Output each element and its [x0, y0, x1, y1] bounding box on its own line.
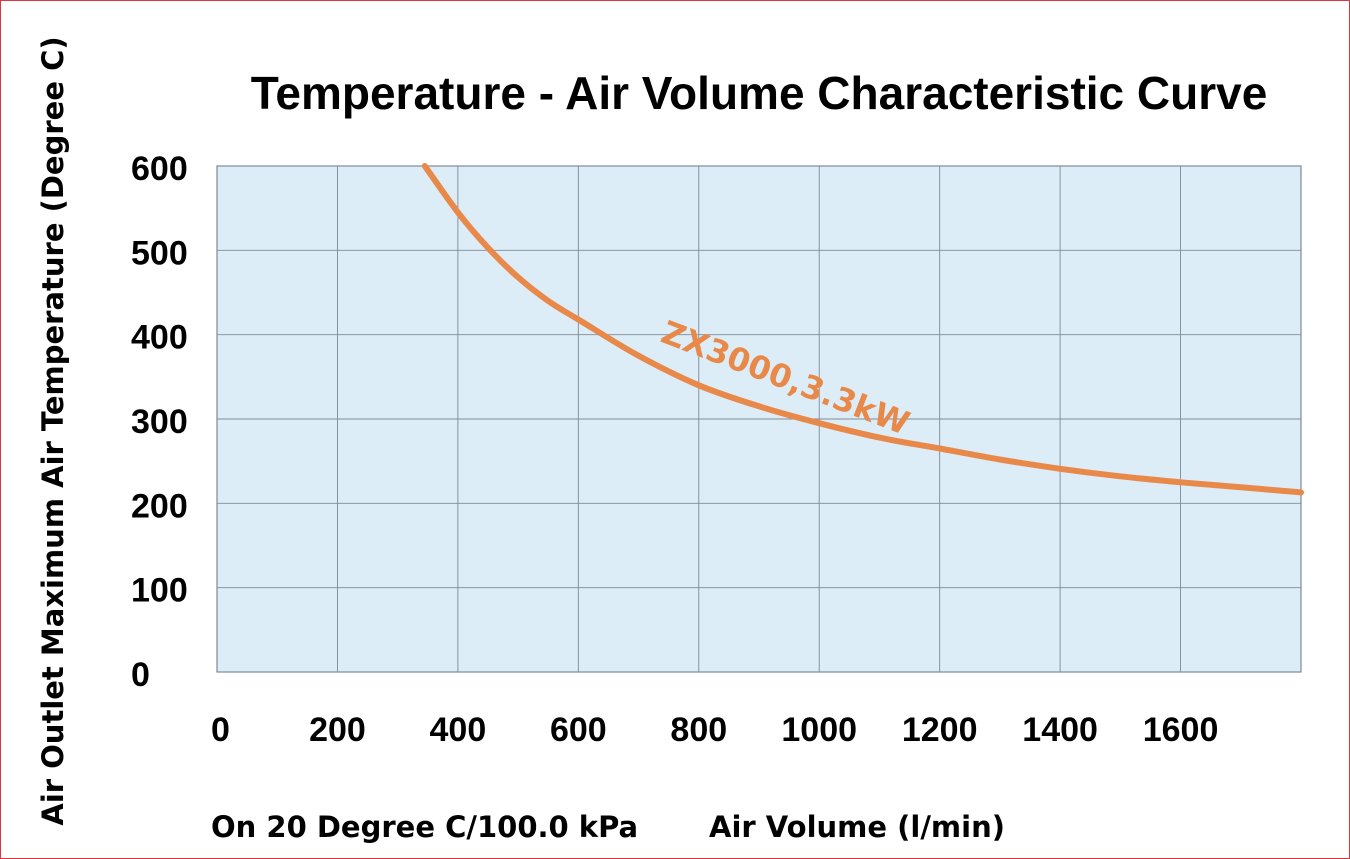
x-axis-ticks: 0 200 400 600 800 1000 1200 1400 1600: [211, 711, 1218, 749]
x-tick-label: 400: [430, 711, 487, 749]
chart-title: Temperature - Air Volume Characteristic …: [251, 67, 1268, 119]
x-tick-label: 1200: [902, 711, 978, 749]
x-tick-label: 1600: [1143, 711, 1219, 749]
y-tick-label: 200: [131, 487, 188, 525]
x-tick-label: 1400: [1022, 711, 1098, 749]
y-axis-label: Air Outlet Maximum Air Temperature (Degr…: [36, 36, 70, 825]
y-tick-label: 0: [131, 656, 150, 694]
y-tick-label: 400: [131, 319, 188, 357]
x-tick-label: 200: [309, 711, 366, 749]
y-tick-label: 500: [131, 234, 188, 272]
grid: [216, 165, 1301, 673]
y-axis-ticks: 0 100 200 300 400 500 600: [131, 150, 188, 694]
y-tick-label: 300: [131, 403, 188, 441]
x-tick-label: 1000: [781, 711, 857, 749]
x-tick-label: 0: [211, 711, 230, 749]
x-tick-label: 600: [550, 711, 607, 749]
x-tick-label: 800: [670, 711, 727, 749]
x-axis-label: Air Volume (l/min): [709, 810, 1005, 844]
series-line: [421, 163, 1304, 496]
y-tick-label: 100: [131, 572, 188, 610]
condition-note: On 20 Degree C/100.0 kPa: [211, 810, 638, 844]
y-tick-label: 600: [131, 150, 188, 188]
